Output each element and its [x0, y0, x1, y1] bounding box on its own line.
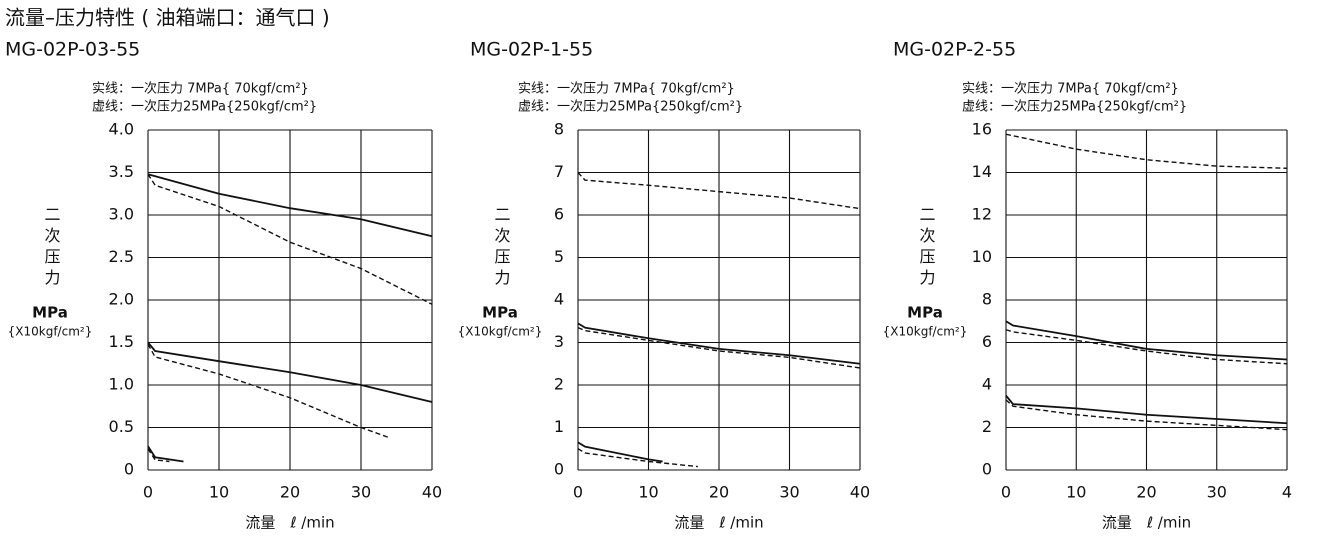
y-tick-label: 0: [124, 460, 134, 479]
line-series: [147, 445, 184, 463]
annotation: 虚线：一次压力25MPa{250kgf/cm²}: [518, 99, 743, 115]
y-tick-label: 3: [554, 332, 564, 351]
x-tick-label: 30: [1207, 483, 1227, 502]
x-axis-label: 流量 ℓ /min: [1102, 514, 1191, 532]
y-axis-unit: {X10kgf/cm²}: [883, 325, 968, 339]
y-tick-label: 3.5: [109, 162, 134, 181]
line-series: [577, 322, 861, 365]
y-tick-label: 4: [982, 375, 992, 394]
line-series: [147, 173, 433, 305]
x-tick-label: 10: [209, 483, 229, 502]
y-tick-label: 16: [972, 120, 992, 139]
x-tick-label: 20: [1136, 483, 1156, 502]
y-tick-label: 12: [972, 205, 992, 224]
chart-title: MG-02P-1-55: [470, 39, 593, 61]
chart-title: MG-02P-2-55: [893, 39, 1016, 61]
y-tick-label: 6: [982, 332, 992, 351]
line-series: [577, 441, 663, 463]
y-tick-label: 0: [982, 460, 992, 479]
y-tick-label: 0: [554, 460, 564, 479]
x-tick-label: 30: [351, 483, 371, 502]
y-axis-unit: {X10kgf/cm²}: [8, 325, 93, 339]
y-tick-label: 1.5: [109, 332, 134, 351]
line-series: [1005, 399, 1288, 431]
annotation: 虚线：一次压力25MPa{250kgf/cm²}: [92, 99, 317, 115]
line-series: [147, 173, 433, 238]
x-tick-label: 40: [422, 483, 442, 502]
x-tick-label: 30: [779, 483, 799, 502]
line-series: [577, 326, 861, 369]
y-axis-label: 二次压力: [917, 206, 936, 290]
x-tick-label: 20: [709, 483, 729, 502]
line-series: [577, 172, 861, 210]
annotation: 虚线：一次压力25MPa{250kgf/cm²}: [962, 99, 1187, 115]
y-tick-label: 2: [554, 375, 564, 394]
y-tick-label: 4: [554, 290, 564, 309]
y-axis-unit: {X10kgf/cm²}: [458, 325, 543, 339]
y-tick-label: 1.0: [109, 375, 134, 394]
annotation: 实线：一次压力 7MPa{ 70kgf/cm²}: [962, 81, 1179, 97]
x-tick-label: 0: [143, 483, 153, 502]
line-series: [147, 343, 390, 439]
line-series: [1005, 133, 1288, 169]
x-tick-label: 10: [1066, 483, 1086, 502]
annotation: 实线：一次压力 7MPa{ 70kgf/cm²}: [92, 81, 309, 97]
x-tick-label: 4: [1282, 483, 1292, 502]
y-tick-label: 2.0: [109, 290, 134, 309]
y-tick-label: 7: [554, 162, 564, 181]
y-axis-unit: MPa: [482, 304, 518, 322]
x-tick-label: 20: [280, 483, 300, 502]
x-tick-label: 40: [850, 483, 870, 502]
y-tick-label: 3.0: [109, 205, 134, 224]
y-tick-label: 1: [554, 417, 564, 436]
y-tick-label: 8: [982, 290, 992, 309]
line-series: [1005, 329, 1288, 365]
y-tick-label: 8: [554, 120, 564, 139]
y-tick-label: 6: [554, 205, 564, 224]
x-axis-label: 流量 ℓ /min: [674, 514, 763, 532]
y-tick-label: 2: [982, 417, 992, 436]
y-tick-label: 10: [972, 247, 992, 266]
y-tick-label: 14: [972, 162, 992, 181]
x-tick-label: 0: [573, 483, 583, 502]
y-axis-unit: MPa: [32, 304, 68, 322]
line-series: [1005, 395, 1288, 425]
y-axis-label: 二次压力: [42, 206, 61, 290]
line-series: [147, 341, 433, 403]
line-series: [577, 448, 698, 468]
annotation: 实线：一次压力 7MPa{ 70kgf/cm²}: [518, 81, 735, 97]
x-axis-label: 流量 ℓ /min: [245, 514, 334, 532]
line-series: [1005, 320, 1288, 361]
y-tick-label: 2.5: [109, 247, 134, 266]
y-tick-label: 5: [554, 247, 564, 266]
x-tick-label: 10: [638, 483, 658, 502]
y-axis-label: 二次压力: [492, 206, 511, 290]
y-tick-label: 4.0: [109, 120, 134, 139]
chart-title: MG-02P-03-55: [5, 39, 140, 61]
y-tick-label: 0.5: [109, 417, 134, 436]
x-tick-label: 0: [1001, 483, 1011, 502]
page-title: 流量–压力特性 ( 油箱端口：通气口 ): [5, 6, 330, 30]
y-axis-unit: MPa: [907, 304, 943, 322]
line-series: [147, 448, 170, 463]
